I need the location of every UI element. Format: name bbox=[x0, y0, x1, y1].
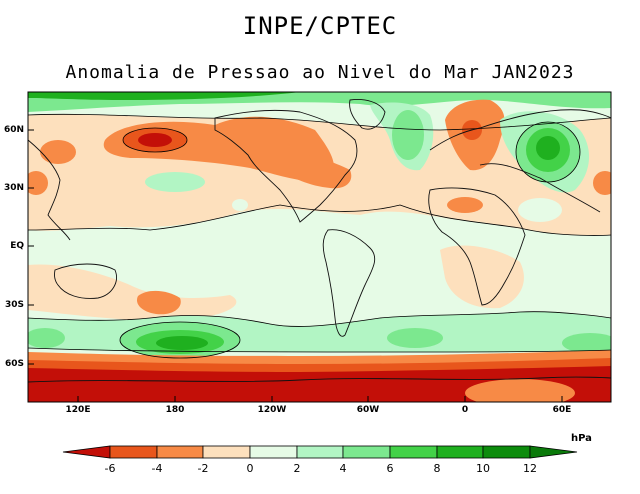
field-eastedge-neg2 bbox=[593, 171, 611, 195]
lat-label-60n: 60N bbox=[3, 125, 24, 135]
map-title: Anomalia de Pressao ao Nivel do Mar JAN2… bbox=[65, 62, 575, 83]
field-pacific-pos0 bbox=[120, 231, 313, 273]
lon-label-60e: 60E bbox=[552, 405, 572, 415]
lon-label-120w: 120W bbox=[257, 405, 287, 415]
colorbar-label: -4 bbox=[151, 462, 163, 475]
coast-south-america bbox=[322, 229, 376, 337]
colorbar-segment-neg2 bbox=[202, 445, 251, 459]
contour-south bbox=[28, 311, 611, 327]
colorbar-segment-neg6 bbox=[109, 445, 158, 459]
contour-southpac bbox=[119, 321, 241, 359]
field-africa-neg0 bbox=[440, 245, 524, 309]
colorbar-label: 0 bbox=[246, 462, 254, 475]
colorbar-label: -2 bbox=[197, 462, 209, 475]
coast-east-asia bbox=[28, 139, 71, 241]
contour-north bbox=[28, 113, 611, 131]
contour-antarctic bbox=[28, 347, 611, 353]
lon-label-60w: 60W bbox=[356, 405, 380, 415]
coast-antarctica bbox=[28, 376, 611, 383]
contour-midlat bbox=[28, 204, 611, 236]
colorbar-segment-10 bbox=[482, 445, 531, 459]
field-midpac-pos2 bbox=[145, 172, 205, 192]
field-natl-pos4 bbox=[392, 110, 424, 160]
lon-label-120e: 120E bbox=[65, 405, 91, 415]
field-southpac-neg0 bbox=[28, 264, 237, 321]
field-southpac-pos8 bbox=[156, 336, 208, 350]
lat-label-30n: 30N bbox=[3, 183, 24, 193]
field-npac-neg6 bbox=[138, 133, 172, 147]
field-southatl-pos4 bbox=[387, 328, 443, 348]
lat-label-60s: 60S bbox=[4, 359, 24, 369]
field-namerica-neg2 bbox=[280, 153, 352, 189]
map-fields bbox=[28, 92, 611, 402]
lon-label-0: 0 bbox=[461, 405, 469, 415]
colorbar-label: -6 bbox=[104, 462, 116, 475]
coast-greenland bbox=[349, 99, 386, 130]
field-arctic-pos8 bbox=[28, 92, 300, 100]
colorbar-segment-neg4 bbox=[156, 445, 204, 459]
lon-label-180: 180 bbox=[165, 405, 185, 415]
org-title: INPE/CPTEC bbox=[242, 12, 398, 40]
colorbar-segment-high bbox=[529, 445, 578, 459]
field-southind-pos4 bbox=[562, 333, 611, 353]
map-frame bbox=[27, 91, 612, 403]
lat-label-30s: 30S bbox=[4, 300, 24, 310]
colorbar-segment-6 bbox=[389, 445, 438, 459]
field-westedge-neg2 bbox=[28, 171, 48, 195]
coast-africa bbox=[428, 187, 526, 306]
colorbar-label: 12 bbox=[523, 462, 537, 475]
colorbar-unit: hPa bbox=[571, 433, 592, 444]
contour-npac bbox=[122, 127, 188, 153]
colorbar-label: 4 bbox=[339, 462, 347, 475]
colorbar-label: 10 bbox=[476, 462, 490, 475]
field-midpac2-pos0 bbox=[232, 199, 248, 211]
field-sahara-neg2 bbox=[447, 197, 483, 213]
field-westedge2-neg2 bbox=[40, 140, 76, 164]
colorbar bbox=[62, 445, 578, 459]
contour-siberia bbox=[515, 121, 581, 183]
axis-ticks bbox=[28, 129, 563, 402]
field-arabia-pos0 bbox=[518, 198, 562, 222]
colorbar-segment-4 bbox=[342, 445, 391, 459]
coast-australia bbox=[54, 263, 117, 299]
field-southwest-pos4 bbox=[28, 328, 65, 348]
colorbar-segment-0 bbox=[249, 445, 298, 459]
coast-eurasia bbox=[429, 109, 611, 213]
colorbar-label: 8 bbox=[433, 462, 441, 475]
colorbar-label: 6 bbox=[386, 462, 394, 475]
coast-north-america bbox=[214, 109, 358, 223]
contour-lines bbox=[28, 113, 611, 359]
lat-label-eq: EQ bbox=[10, 241, 24, 251]
colorbar-segment-low bbox=[62, 445, 111, 459]
colorbar-segment-2 bbox=[296, 445, 344, 459]
field-southeast-neg2 bbox=[465, 379, 575, 402]
field-siberia-pos8 bbox=[536, 136, 560, 160]
colorbar-segment-8 bbox=[436, 445, 484, 459]
field-australia-neg2 bbox=[136, 290, 181, 315]
colorbar-label: 2 bbox=[293, 462, 301, 475]
coastlines bbox=[28, 99, 611, 383]
